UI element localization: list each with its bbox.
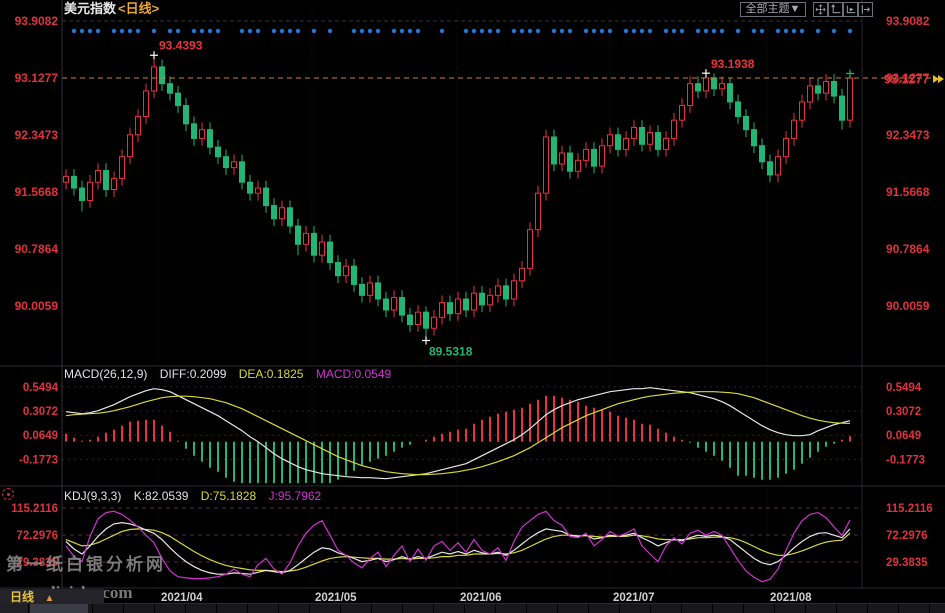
kdj-k-value: K:82.0539 — [133, 489, 189, 503]
svg-text:93.9082: 93.9082 — [15, 14, 59, 28]
svg-text:90.0059: 90.0059 — [886, 299, 930, 313]
svg-text:93.1277: 93.1277 — [886, 71, 930, 85]
all-themes-button[interactable]: 全部主题▼ — [740, 2, 806, 17]
pan-icon[interactable] — [813, 2, 828, 17]
export-panel-icon[interactable] — [858, 2, 873, 17]
kdj-d-value: D:75.1828 — [200, 489, 257, 503]
svg-text:93.1938: 93.1938 — [711, 57, 755, 71]
svg-text:72.2976: 72.2976 — [16, 530, 58, 542]
svg-text:0.0649: 0.0649 — [23, 430, 58, 442]
macd-header: MACD(26,12,9) DIFF:0.2099 DEA:0.1825 MAC… — [64, 367, 400, 381]
svg-text:29.3835: 29.3835 — [886, 557, 928, 569]
svg-text:0.5494: 0.5494 — [886, 382, 922, 394]
svg-text:2021/08: 2021/08 — [770, 592, 812, 604]
macd-params-label: MACD(26,12,9) — [64, 367, 148, 381]
macd-dea-value: DEA:0.1825 — [238, 367, 304, 381]
svg-text:0.5494: 0.5494 — [23, 382, 59, 394]
svg-text:115.2116: 115.2116 — [11, 503, 58, 515]
svg-text:91.5668: 91.5668 — [886, 185, 930, 199]
triangle-up-icon: ▲ — [44, 593, 55, 604]
svg-text:2021/07: 2021/07 — [613, 592, 655, 604]
macd-macd-value: MACD:0.0549 — [315, 367, 392, 381]
svg-text:92.3473: 92.3473 — [886, 128, 930, 142]
svg-text:29.3835: 29.3835 — [16, 557, 58, 569]
period-tag: <日线> — [118, 1, 160, 16]
svg-text:-0.1773: -0.1773 — [19, 454, 58, 466]
svg-text:89.5318: 89.5318 — [429, 345, 473, 359]
svg-text:93.1277: 93.1277 — [884, 73, 929, 87]
panel-marker-icon — [2, 488, 14, 500]
svg-text:90.0059: 90.0059 — [15, 299, 59, 313]
kdj-header: KDJ(9,3,3) K:82.0539 D:75.1828 J:95.7962 — [64, 489, 330, 503]
svg-text:90.7864: 90.7864 — [15, 242, 59, 256]
instrument-title: 美元指数 — [64, 1, 117, 16]
svg-text:0.3072: 0.3072 — [886, 406, 921, 418]
period-tab-label: 日线 — [10, 590, 35, 604]
svg-text:93.1277: 93.1277 — [15, 71, 59, 85]
kdj-params-label: KDJ(9,3,3) — [64, 489, 122, 503]
svg-text:92.3473: 92.3473 — [15, 128, 59, 142]
axis-zoom-vertical-icon[interactable] — [828, 2, 843, 17]
chart-titlebar: 美元指数 <日线> — [64, 1, 159, 16]
svg-text:-0.1773: -0.1773 — [886, 454, 925, 466]
period-tab-daily[interactable]: 日线 ▲ — [0, 589, 104, 604]
svg-text:93.4393: 93.4393 — [159, 38, 203, 52]
svg-text:115.2116: 115.2116 — [886, 503, 933, 515]
axis-zoom-horizontal-icon[interactable] — [843, 2, 858, 17]
svg-text:90.7864: 90.7864 — [886, 242, 930, 256]
svg-text:93.9082: 93.9082 — [886, 14, 930, 28]
svg-text:0.0649: 0.0649 — [886, 430, 921, 442]
svg-text:2021/06: 2021/06 — [460, 592, 502, 604]
timeline-scrollbar[interactable] — [0, 604, 945, 613]
scrollbar-left-cell[interactable] — [0, 604, 29, 613]
svg-text:2021/05: 2021/05 — [315, 592, 357, 604]
svg-text:72.2976: 72.2976 — [886, 530, 928, 542]
svg-text:91.5668: 91.5668 — [15, 185, 59, 199]
kdj-j-value: J:95.7962 — [268, 489, 322, 503]
svg-text:2021/04: 2021/04 — [161, 592, 203, 604]
svg-text:0.3072: 0.3072 — [23, 406, 58, 418]
macd-diff-value: DIFF:0.2099 — [159, 367, 227, 381]
scrollbar-thumb[interactable] — [30, 604, 88, 613]
